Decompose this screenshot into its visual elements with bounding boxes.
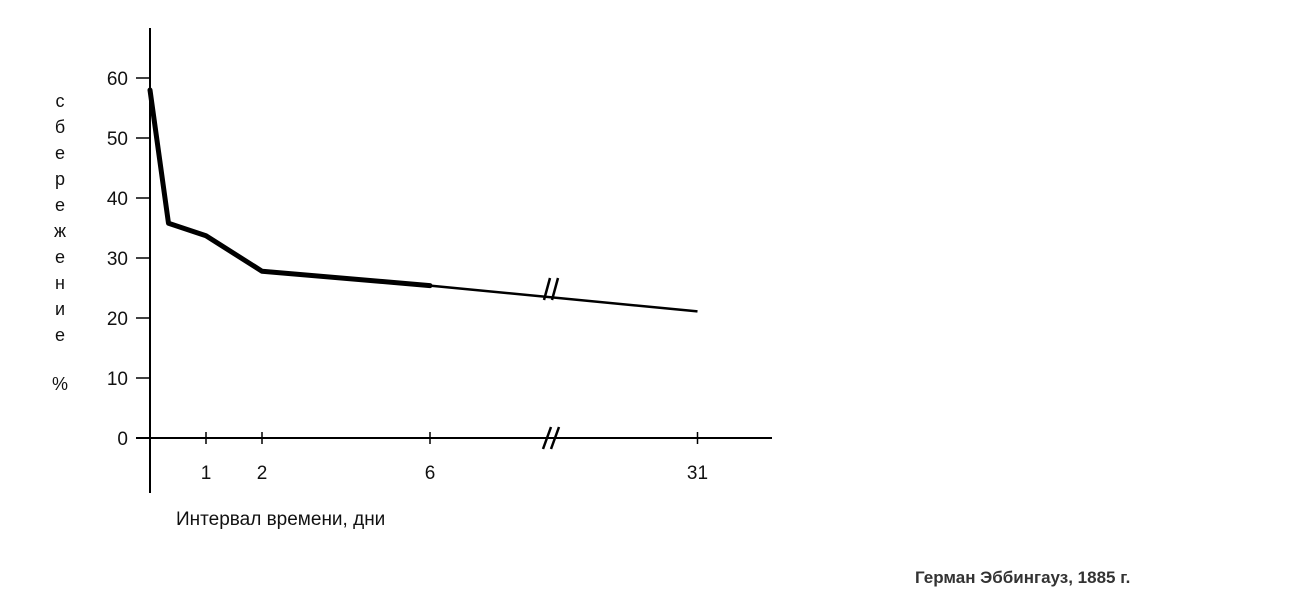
x-tick-label: 6	[425, 463, 436, 484]
y-ticks: 0 10 20 30 40 50 60	[107, 69, 150, 450]
y-tick-label: 20	[107, 309, 128, 330]
y-axis-label-char: с	[56, 91, 65, 111]
series-line-after-break	[429, 284, 698, 313]
y-axis-label-char: е	[55, 247, 65, 267]
x-axis-label: Интервал времени, дни	[176, 509, 385, 530]
series-group	[147, 87, 698, 313]
y-axis-label-char: %	[52, 374, 68, 394]
line-break-mark	[550, 277, 560, 301]
y-tick-label: 60	[107, 69, 128, 90]
y-axis-label-char: р	[55, 169, 65, 189]
x-ticks: 1 2 6 31	[201, 432, 708, 484]
plot-background	[30, 18, 782, 538]
y-axis-label-char: е	[55, 143, 65, 163]
y-axis-label-char: е	[55, 195, 65, 215]
y-tick-label: 0	[117, 429, 128, 450]
axis-break-mark	[549, 426, 561, 450]
y-tick-label: 50	[107, 129, 128, 150]
series-line	[147, 87, 433, 289]
y-axis-label-char: е	[55, 325, 65, 345]
y-axis-label-char: ж	[54, 221, 66, 241]
y-tick-label: 40	[107, 189, 128, 210]
y-axis-label-char: и	[55, 299, 65, 319]
x-tick-label: 31	[687, 463, 708, 484]
x-tick-label: 2	[257, 463, 268, 484]
y-axis-label-char: н	[55, 273, 65, 293]
x-tick-label: 1	[201, 463, 212, 484]
y-tick-label: 10	[107, 369, 128, 390]
caption-text: Герман Эббингауз, 1885 г.	[915, 568, 1131, 587]
axis-break-mark	[541, 426, 553, 450]
y-axis-label-char: б	[55, 117, 65, 137]
line-break-mark	[542, 277, 552, 301]
y-tick-label: 30	[107, 249, 128, 270]
axis-breaks	[541, 277, 561, 450]
